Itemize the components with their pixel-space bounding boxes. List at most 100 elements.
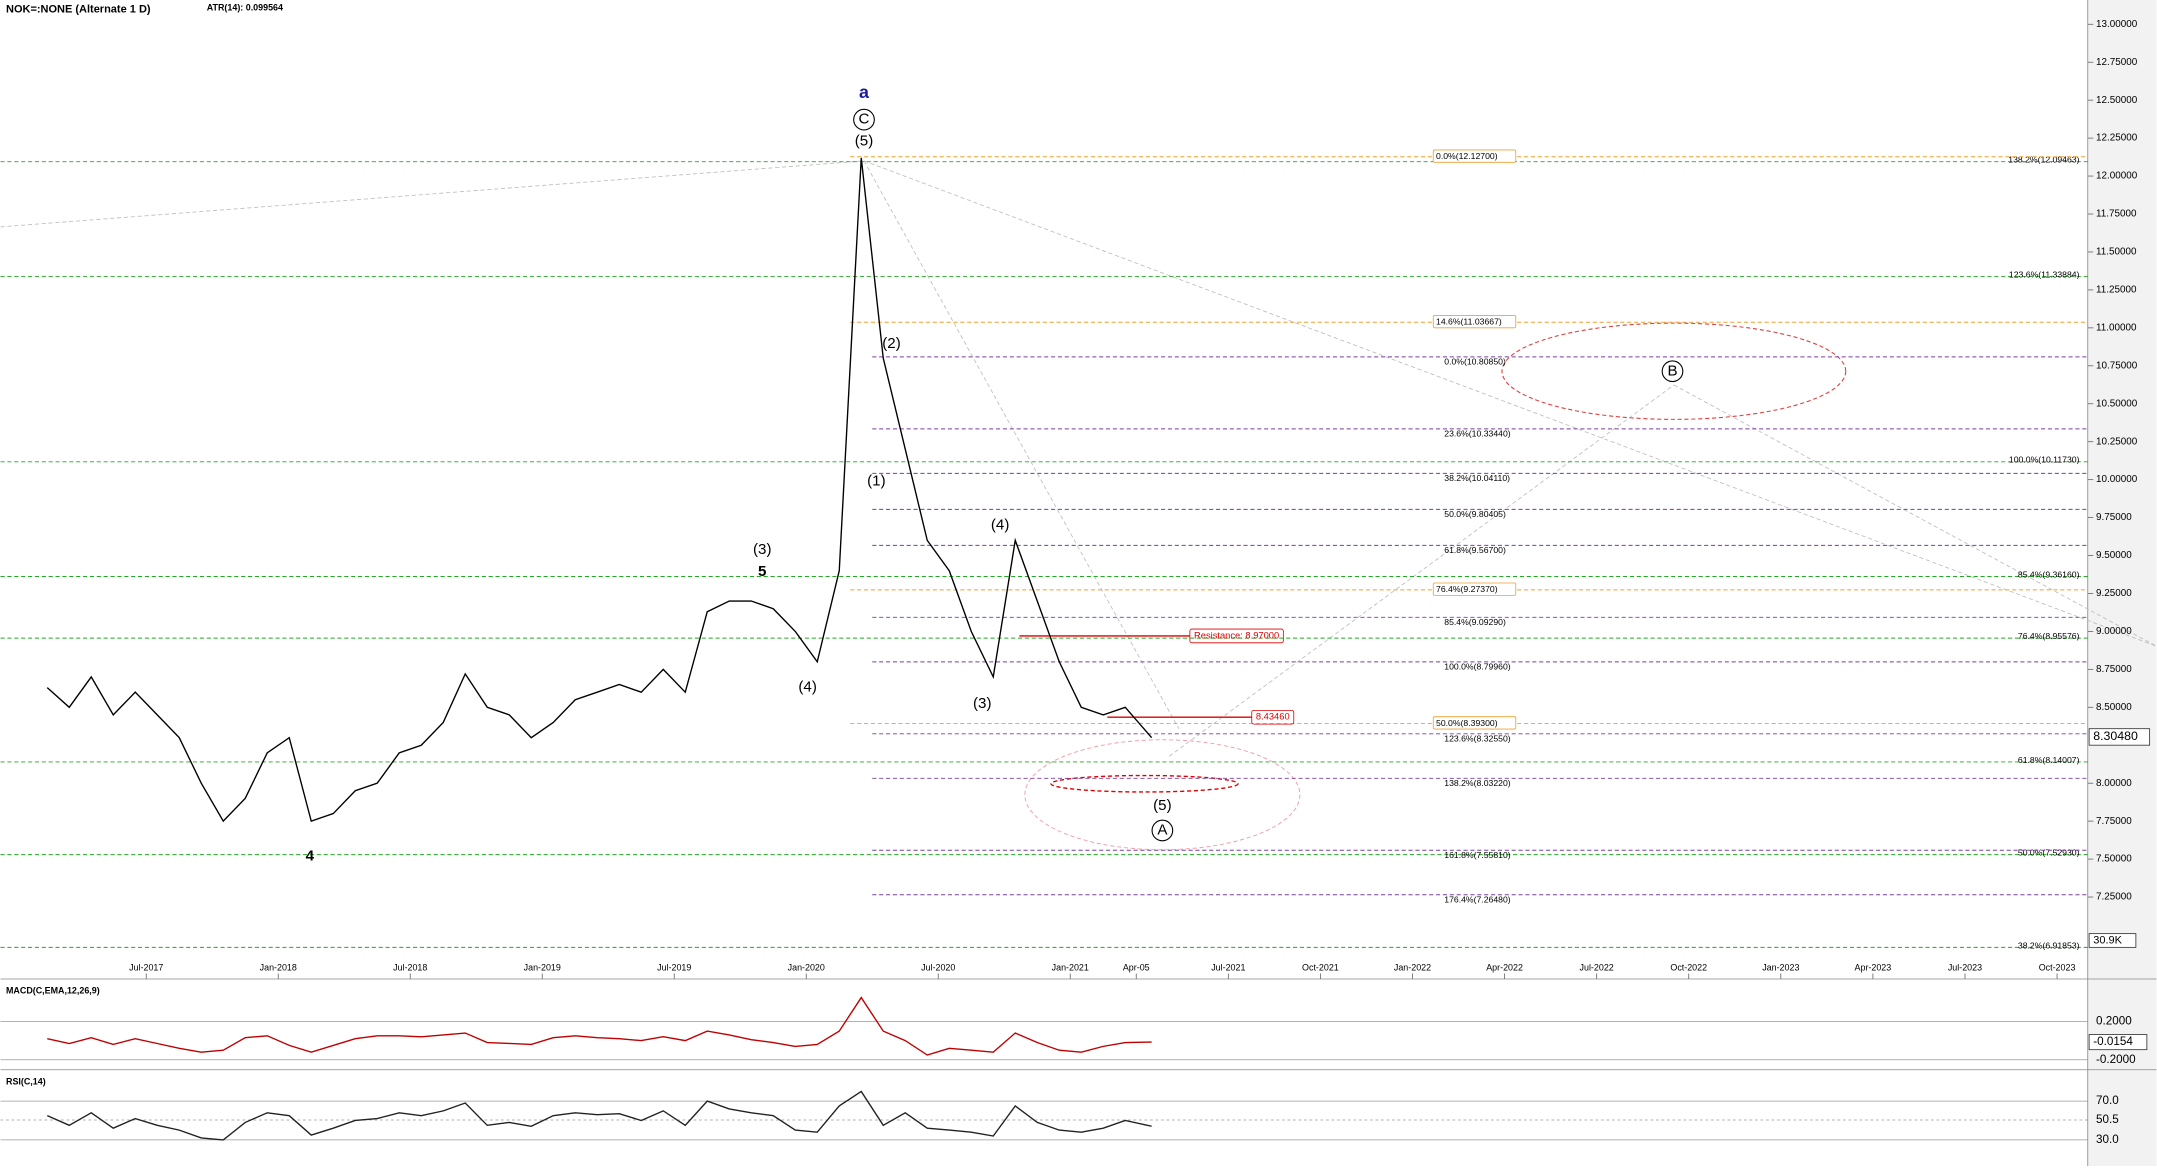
x-tick-label: Apr-05 [1123,962,1150,972]
indicator-title: MACD(C,EMA,12,26,9) [6,986,100,996]
wave-circle [1661,360,1684,383]
level-label: 138.2%(8.03220) [1444,778,1511,788]
level-label: 61.8%(9.56700) [1444,545,1506,555]
wave-label: a [859,82,870,102]
x-tick-label: Oct-2021 [1302,962,1339,972]
x-tick-label: Oct-2022 [1670,962,1707,972]
level-label: 138.2%(12.09463) [2008,155,2079,165]
x-tick-label: Jan-2021 [1052,962,1089,972]
y-tick-label: 9.00000 [2096,626,2132,637]
level-label: 161.8%(7.55810) [1444,850,1511,860]
level-label: 76.4%(8.95576) [2018,631,2080,641]
x-tick-label: Jul-2023 [1948,962,1982,972]
target-zone [1050,774,1239,793]
y-tick-label: 30.0 [2096,1133,2119,1146]
x-tick-label: Apr-2022 [1486,962,1523,972]
level-label: 176.4%(7.26480) [1444,895,1511,905]
volume-box [2088,933,2137,948]
y-tick-label: 7.75000 [2096,816,2132,827]
y-tick-label: 8.75000 [2096,664,2132,675]
resistance-box [1251,709,1295,725]
x-tick-label: Jan-2018 [260,962,297,972]
x-tick-label: Jul-2018 [393,962,427,972]
level-label: 123.6%(11.33884) [2009,269,2080,279]
level-label: 50.0%(9.80405) [1444,509,1506,519]
y-tick-label: 8.00000 [2096,778,2132,789]
wave-label: (2) [882,335,900,352]
indicator-last-box [2088,1034,2148,1051]
wave-label: A [1157,822,1168,839]
wave-label: 5 [758,563,766,580]
volume-label: 30.9K [2093,934,2122,946]
level-label: 50.0%(8.39300) [1436,718,1498,728]
wave-circle [853,108,875,131]
y-tick-label: 8.50000 [2096,702,2132,713]
y-tick-label: 12.25000 [2096,133,2138,144]
level-label-box [1432,314,1517,329]
wave-label: (4) [798,679,816,696]
wave-label: (3) [973,695,991,712]
x-tick-label: Jul-2020 [921,962,955,972]
wave-label: (5) [1153,797,1171,814]
target-zone [1501,322,1847,420]
y-tick-label: 50.5 [2096,1113,2119,1126]
level-label: 100.0%(10.11730) [2009,455,2080,465]
y-tick-label: 7.50000 [2096,854,2132,865]
level-label: 23.6%(10.33440) [1444,429,1511,439]
y-tick-label: 12.75000 [2096,57,2138,68]
wave-circle [1151,819,1174,842]
level-label-box [1432,149,1517,163]
x-tick-label: Jul-2017 [129,962,163,972]
y-tick-label: 13.00000 [2096,19,2138,30]
y-tick-label: 12.00000 [2096,171,2138,182]
last-price-box [2088,728,2151,746]
level-label: 61.8%(8.14007) [2018,755,2080,765]
wave-label: (5) [855,133,873,150]
x-tick-label: Jul-2019 [657,962,691,972]
level-label: 38.2%(6.91853) [2018,940,2080,950]
level-label: 100.0%(8.79960) [1444,662,1511,672]
y-tick-label: 10.00000 [2096,474,2138,485]
x-tick-label: Apr-2023 [1855,962,1892,972]
indicator-line [46,1090,1152,1141]
x-tick-label: Jan-2019 [524,962,561,972]
level-label: 0.0%(10.80850) [1444,357,1506,367]
y-tick-label: 10.75000 [2096,360,2138,371]
x-tick-label: Jul-2022 [1580,962,1614,972]
y-tick-label: 12.50000 [2096,95,2138,106]
price-axis-bg [2087,0,2157,1166]
y-tick-label: 9.75000 [2096,512,2132,523]
price-line [46,157,1153,823]
indicator-line [47,996,1152,1056]
wave-label: (1) [867,472,885,489]
y-tick-label: 11.75000 [2096,209,2137,220]
y-tick-label: 70.0 [2096,1094,2119,1107]
level-label: 14.6%(11.03667) [1436,317,1502,327]
indicator-title: RSI(C,14) [6,1076,46,1086]
level-label-box [1432,716,1517,730]
resistance-label: Resistance: 8.97000 [1194,630,1279,640]
y-tick-label: 0.2000 [2096,1015,2132,1028]
level-label: 50.0%(7.52930) [2018,848,2080,858]
level-label: 76.4%(9.27370) [1436,584,1498,594]
level-label: 123.6%(8.32550) [1444,734,1511,744]
y-tick-label: 9.25000 [2096,588,2132,599]
y-tick-label: 9.50000 [2096,550,2132,561]
wave-label: (3) [753,541,771,558]
resistance-label: 8.43460 [1256,712,1290,722]
y-tick-label: 7.25000 [2096,892,2132,903]
x-tick-label: Jan-2023 [1762,962,1799,972]
y-tick-label: 11.50000 [2096,247,2137,258]
level-label: 85.4%(9.09290) [1444,617,1506,627]
chart-subtitle: ATR(14): 0.099564 [207,3,283,13]
wave-label: (4) [991,516,1009,533]
indicator-last-label: -0.0154 [2093,1035,2133,1048]
level-label: 0.0%(12.12700) [1436,151,1498,161]
target-zone [1024,739,1301,851]
x-tick-label: Jul-2021 [1211,962,1245,972]
wave-label: C [859,111,870,128]
x-tick-label: Jan-2022 [1394,962,1431,972]
last-price-label: 8.30480 [2093,729,2138,743]
